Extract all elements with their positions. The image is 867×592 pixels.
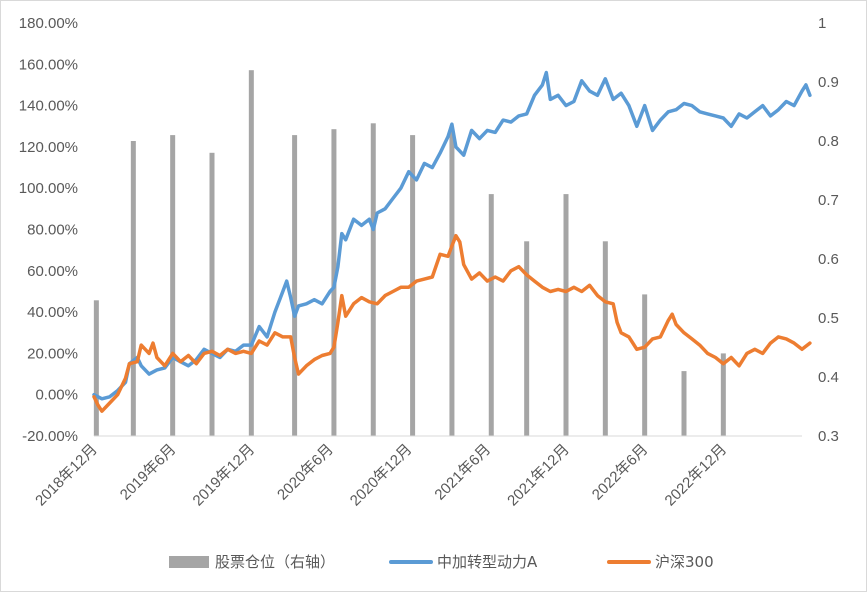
- left-axis-tick-label: 20.00%: [27, 345, 78, 362]
- left-axis: -20.00% 0.00% 20.00% 40.00% 60.00% 80.00% 100.…: [19, 15, 78, 445]
- left-axis-tick-label: 120.00%: [19, 139, 78, 156]
- right-axis-tick-label: 1: [818, 15, 826, 32]
- position-bar: [488, 194, 494, 436]
- position-bar: [524, 241, 530, 436]
- left-axis-tick-label: 40.00%: [27, 304, 78, 321]
- left-axis-tick-label: 180.00%: [19, 15, 78, 32]
- position-bar: [449, 129, 455, 436]
- left-axis-tick-label: 60.00%: [27, 263, 78, 280]
- right-axis-tick-label: 0.4: [818, 369, 839, 386]
- position-bar: [130, 141, 136, 436]
- lines-layer: [92, 70, 812, 413]
- position-bar: [370, 123, 376, 437]
- legend-label: 沪深300: [655, 553, 714, 571]
- index-series-line: [92, 233, 812, 413]
- position-bar: [720, 353, 726, 436]
- position-bar: [681, 371, 687, 436]
- position-bar: [292, 135, 298, 436]
- right-axis-tick-label: 0.6: [818, 251, 839, 268]
- position-bar: [170, 135, 176, 436]
- left-axis-tick-label: 0.00%: [35, 387, 78, 404]
- position-bar: [248, 70, 254, 436]
- position-bar: [209, 152, 215, 437]
- left-axis-tick-label: 160.00%: [19, 56, 78, 73]
- right-axis-tick-label: 0.3: [818, 428, 839, 445]
- position-bar: [642, 294, 648, 436]
- right-axis-tick-label: 0.7: [818, 192, 839, 209]
- position-bar: [602, 241, 608, 436]
- legend-label: 中加转型动力A: [437, 553, 538, 571]
- position-bar: [93, 300, 99, 436]
- right-axis-tick-label: 0.8: [818, 133, 839, 150]
- left-axis-tick-label: 100.00%: [19, 180, 78, 197]
- fund-series-line: [92, 70, 812, 401]
- legend-label: 股票仓位（右轴）: [215, 553, 335, 571]
- left-axis-tick-label: -20.00%: [22, 428, 78, 445]
- legend: 股票仓位（右轴） 中加转型动力A 沪深300: [169, 553, 714, 571]
- position-bar: [563, 194, 569, 436]
- left-axis-tick-label: 80.00%: [27, 222, 78, 239]
- right-axis: 0.3 0.4 0.5 0.6 0.7 0.8 0.9 1: [818, 15, 839, 445]
- right-axis-tick-label: 0.5: [818, 310, 839, 327]
- legend-swatch-bar: [169, 556, 209, 568]
- right-axis-tick-label: 0.9: [818, 74, 839, 91]
- left-axis-tick-label: 140.00%: [19, 98, 78, 115]
